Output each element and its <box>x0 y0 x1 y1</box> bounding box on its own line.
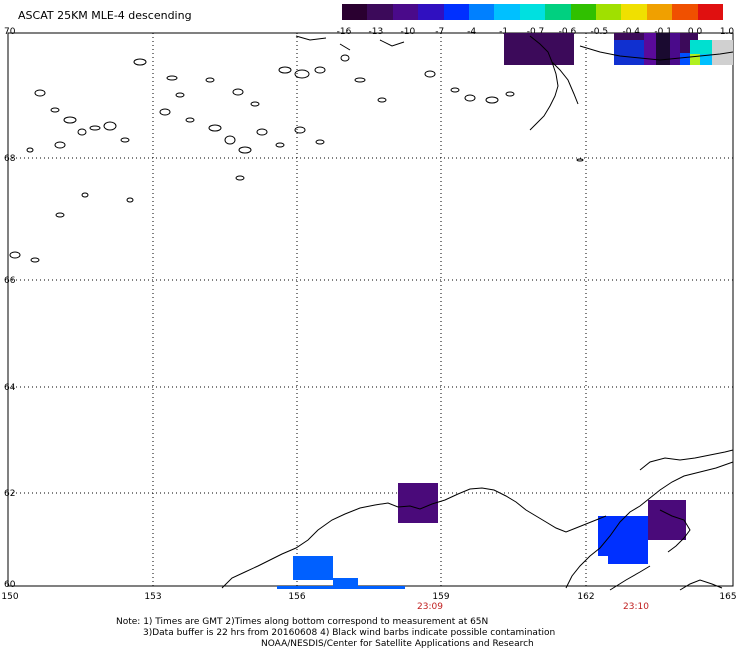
cell <box>598 516 648 556</box>
lon-label-156: 156 <box>288 592 306 602</box>
colorbar-labels: -16 -13 -10 -7 -4 -1 -0.7 -0.6 -0.5 -0.4 -0.1 0.0 1.… <box>330 27 735 39</box>
colorbar-swatch <box>494 4 520 20</box>
coastline-kamchatka <box>565 461 734 589</box>
map-title: ASCAT 25KM MLE-4 descending <box>18 9 192 22</box>
coastline-arctic <box>529 35 559 131</box>
coastline-bay <box>659 509 691 553</box>
data-cells <box>277 33 733 589</box>
lon-label-165: 165 <box>719 592 737 602</box>
colorbar-swatch <box>367 4 393 20</box>
cell <box>277 586 405 589</box>
cell <box>614 40 644 65</box>
colorbar-label: -1 <box>499 27 509 37</box>
lon-label-150: 150 <box>1 592 19 602</box>
coastline-arctic2 <box>551 61 579 105</box>
cell <box>690 40 712 54</box>
coastline-south2 <box>679 579 723 591</box>
colorbar-swatch <box>342 4 368 20</box>
colorbar-swatch <box>646 4 673 20</box>
cell <box>648 500 686 540</box>
colorbar-label: -0.4 <box>622 27 641 37</box>
note-line-2: 3)Data buffer is 22 hrs from 20160608 4)… <box>143 628 556 638</box>
colorbar-swatch <box>672 4 698 20</box>
cell <box>690 54 700 65</box>
colorbar-label: 1.0 <box>719 27 735 37</box>
colorbar-label: -7 <box>435 27 445 37</box>
coastline-islands <box>295 35 405 51</box>
note-line-3: NOAA/NESDIS/Center for Satellite Applica… <box>261 639 534 649</box>
coastlines <box>221 35 734 591</box>
colorbar-label: -4 <box>467 27 477 37</box>
lon-label-162: 162 <box>577 592 595 602</box>
colorbar <box>342 4 724 20</box>
colorbar-swatch <box>621 4 647 20</box>
coastline-okhotsk <box>221 487 607 589</box>
colorbar-swatch <box>545 4 571 20</box>
cell <box>504 33 574 65</box>
colorbar-label: -0.1 <box>654 27 672 37</box>
cell <box>293 556 333 580</box>
plot-frame <box>7 32 734 587</box>
lon-label-159: 159 <box>432 592 450 602</box>
cell <box>608 556 648 564</box>
colorbar-swatch <box>392 4 419 20</box>
cell <box>333 578 358 587</box>
coastline-koryak <box>639 449 734 471</box>
colorbar-label: -0.6 <box>558 27 577 37</box>
note-line-1: Note: 1) Times are GMT 2)Times along bot… <box>116 617 489 627</box>
colorbar-swatch <box>519 4 546 20</box>
colorbar-label: -10 <box>400 27 416 37</box>
lon-label-153: 153 <box>144 592 162 602</box>
coastline-arctic3 <box>579 45 734 61</box>
lat-label-60: 60 <box>4 580 16 590</box>
lat-label-66: 66 <box>4 276 16 286</box>
colorbar-label: -13 <box>368 27 384 37</box>
colorbar-swatch <box>570 4 597 20</box>
colorbar-swatch <box>443 4 470 20</box>
colorbar-swatch <box>596 4 622 20</box>
colorbar-swatch <box>697 4 724 20</box>
lake-outlines <box>9 54 584 263</box>
cell <box>680 53 690 65</box>
lat-label-62: 62 <box>4 489 16 499</box>
grid <box>8 33 733 586</box>
time-label-1: 23:09 <box>417 602 443 612</box>
cell <box>398 483 438 523</box>
cell <box>700 54 712 65</box>
colorbar-swatch <box>418 4 444 20</box>
lat-label-68: 68 <box>4 154 16 164</box>
lat-label-64: 64 <box>4 383 16 393</box>
cell <box>670 33 680 65</box>
cell <box>712 40 733 65</box>
cell <box>656 33 670 65</box>
time-label-2: 23:10 <box>623 602 649 612</box>
cell <box>644 33 656 65</box>
colorbar-label: -0.5 <box>590 27 609 37</box>
coastline-south <box>609 565 651 591</box>
colorbar-label: -16 <box>336 27 352 37</box>
colorbar-label: 0.0 <box>687 27 703 37</box>
lat-label-70: 70 <box>4 27 16 37</box>
colorbar-label: -0.7 <box>526 27 545 37</box>
colorbar-swatch <box>469 4 495 20</box>
